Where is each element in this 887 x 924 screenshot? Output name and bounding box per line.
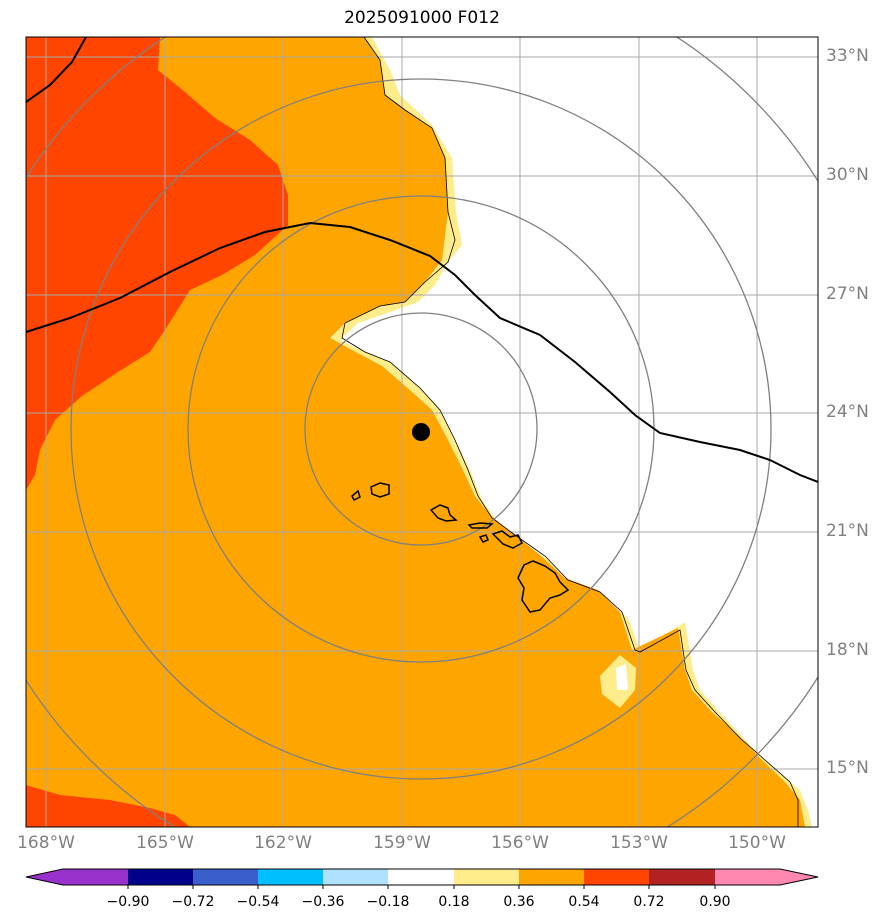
colorbar (25, 868, 819, 889)
colorbar-tick-label: −0.36 (301, 894, 345, 910)
hawaiian-islands (351, 482, 570, 613)
lat-label-15n: 15°N (826, 758, 869, 778)
contour-fill-0.54-0.72-sw (26, 785, 190, 827)
lon-label-150w: 150°W (728, 833, 786, 853)
contour-edge-line (341, 37, 799, 827)
lat-label-18n: 18°N (826, 640, 869, 660)
island-lanai (478, 534, 489, 543)
island-molokai (467, 522, 494, 529)
pocket-white-inner (616, 664, 628, 690)
colorbar-tick-label: −0.18 (366, 894, 410, 910)
lon-label-153w: 153°W (610, 833, 668, 853)
contour-fill-0.54-0.72-west (26, 37, 288, 490)
colorbar-tick-label: 0.90 (699, 894, 731, 910)
colorbar-tick-label: 0.18 (438, 894, 470, 910)
map-title: 2025091000 F012 (344, 8, 500, 28)
colorbar-tick-label: 0.54 (568, 894, 600, 910)
lat-label-33n: 33°N (826, 46, 869, 66)
thick-contour-main (26, 221, 818, 483)
lat-label-27n: 27°N (826, 284, 869, 304)
colorbar-high-extend (780, 869, 818, 885)
thick-contour-north (26, 37, 87, 103)
storm-center-marker (412, 423, 430, 441)
lat-label-24n: 24°N (826, 402, 869, 422)
island-kauai (370, 482, 390, 498)
colorbar-low-extend (26, 869, 63, 885)
map-area (26, 37, 818, 827)
colorbar-tick-label: 0.72 (633, 894, 665, 910)
island-big-island (517, 560, 570, 613)
map-frame (25, 36, 819, 828)
lat-label-30n: 30°N (826, 165, 869, 185)
lon-label-162w: 162°W (254, 833, 312, 853)
lon-label-168w: 168°W (17, 833, 75, 853)
colorbar-tick-label: −0.54 (236, 894, 280, 910)
lon-label-156w: 156°W (491, 833, 549, 853)
colorbar-tick-label: −0.72 (171, 894, 215, 910)
island-oahu (429, 504, 458, 522)
lat-label-21n: 21°N (826, 521, 869, 541)
island-maui (491, 530, 523, 549)
colorbar-tick-label: −0.90 (106, 894, 150, 910)
lon-label-159w: 159°W (373, 833, 431, 853)
colorbar-tick-label: 0.36 (503, 894, 535, 910)
island-niihau (351, 489, 361, 502)
graticule (26, 37, 818, 827)
lon-label-165w: 165°W (136, 833, 194, 853)
